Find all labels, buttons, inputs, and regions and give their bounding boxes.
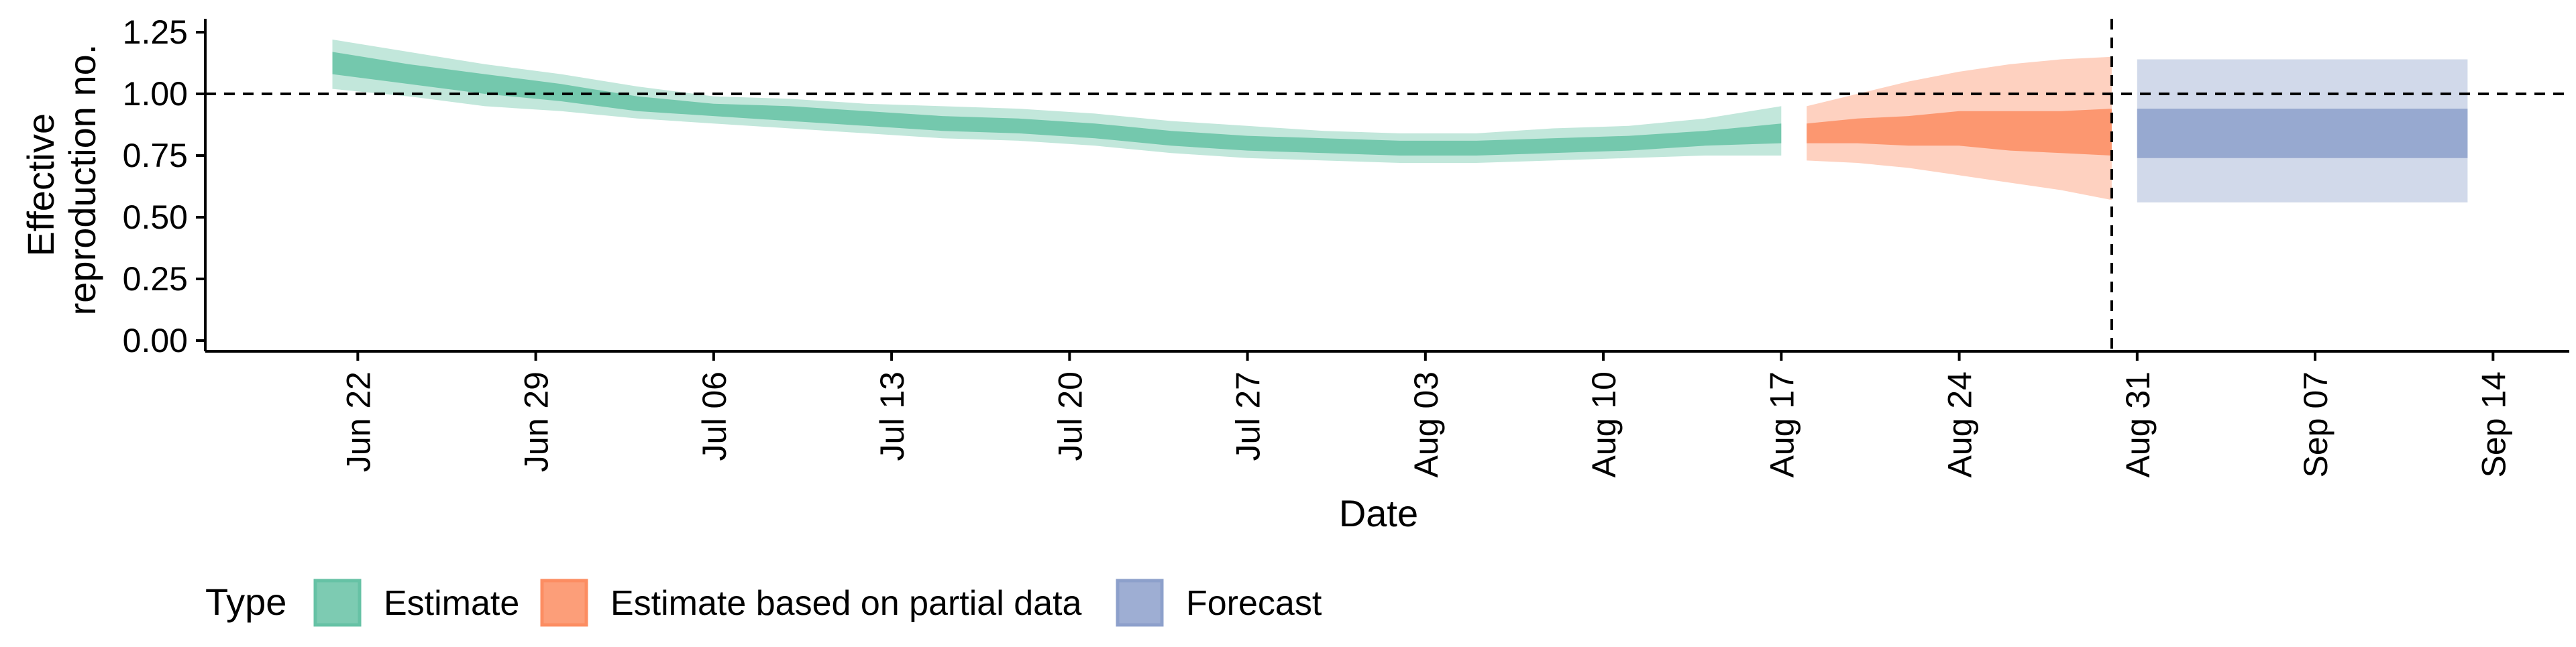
y-ticks: 0.00 0.25 0.50 0.75 1.00 1.25 bbox=[123, 13, 205, 359]
x-tick-label: Sep 14 bbox=[2475, 371, 2512, 477]
x-tick-label: Jul 27 bbox=[1230, 371, 1267, 461]
legend-label: Estimate bbox=[384, 584, 519, 623]
legend-swatch bbox=[313, 579, 362, 627]
legend-swatch bbox=[540, 579, 588, 627]
y-tick-label: 0.00 bbox=[123, 322, 188, 359]
x-tick-label: Jul 06 bbox=[696, 371, 733, 461]
y-tick-label: 0.75 bbox=[123, 137, 188, 174]
band-50-estimate bbox=[332, 52, 1782, 156]
legend-label: Forecast bbox=[1186, 584, 1322, 623]
x-tick-label: Jul 20 bbox=[1051, 371, 1089, 461]
legend-swatch bbox=[1116, 579, 1164, 627]
x-axis-title: Date bbox=[1339, 492, 1418, 534]
y-tick-label: 0.50 bbox=[123, 198, 188, 236]
y-axis-title: Effective reproduction no. bbox=[19, 44, 103, 316]
x-tick-label: Aug 10 bbox=[1585, 371, 1623, 477]
x-tick-label: Aug 03 bbox=[1407, 371, 1445, 477]
x-ticks: Jun 22 Jun 29 Jul 06 Jul 13 Jul 20 Jul 27 Aug … bbox=[339, 351, 2512, 477]
legend: Type Estimate Estimate based on partial d… bbox=[205, 579, 1322, 627]
y-axis-title-line-1: Effective bbox=[19, 113, 62, 257]
y-axis-title-line-2: reproduction no. bbox=[61, 44, 103, 316]
band-50-estimate-based-on-partial-data bbox=[1807, 109, 2112, 156]
x-tick-label: Sep 07 bbox=[2297, 371, 2334, 477]
x-tick-label: Jul 13 bbox=[873, 371, 911, 461]
legend-label: Estimate based on partial data bbox=[610, 584, 1082, 623]
legend-title: Type bbox=[205, 581, 286, 623]
bands-layer bbox=[332, 40, 2468, 202]
x-tick-label: Jun 29 bbox=[518, 371, 555, 472]
x-tick-label: Jun 22 bbox=[339, 371, 377, 472]
y-tick-label: 1.00 bbox=[123, 75, 188, 113]
band-50-forecast bbox=[2137, 109, 2468, 158]
x-tick-label: Aug 17 bbox=[1763, 371, 1801, 477]
x-tick-label: Aug 31 bbox=[2119, 371, 2157, 477]
y-tick-label: 1.25 bbox=[123, 13, 188, 51]
x-tick-label: Aug 24 bbox=[1941, 371, 1979, 477]
y-tick-label: 0.25 bbox=[123, 260, 188, 298]
axes bbox=[204, 19, 2569, 353]
